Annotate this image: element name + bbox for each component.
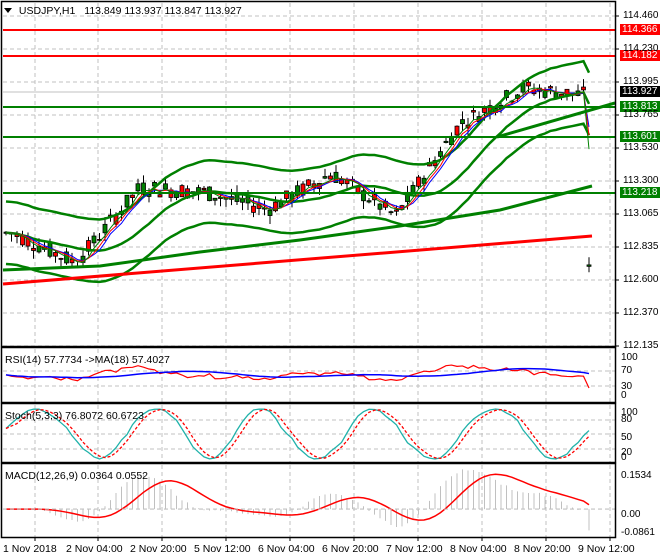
- triangle-down-icon[interactable]: [4, 8, 12, 13]
- stoch-series: [5, 408, 590, 460]
- pane-frames: [0, 0, 619, 541]
- price-tick-label: 112.135: [623, 340, 659, 351]
- rsi-level-0: 0: [621, 390, 627, 401]
- time-axis-label: 8 Nov 20:00: [514, 543, 571, 555]
- rsi-series: [5, 364, 590, 389]
- stoch-level-50: 50: [621, 432, 633, 443]
- rsi-title: RSI(14) 57.7734 ->MA(18) 57.4027: [5, 354, 170, 366]
- time-axis-label: 7 Nov 12:00: [386, 543, 443, 555]
- price-tick-label: 114.230: [623, 43, 659, 54]
- price-tag: 113.927: [620, 86, 660, 97]
- price-tag: 114.182: [620, 50, 660, 61]
- price-tick-label: 113.765: [623, 109, 659, 120]
- stoch-level-80: 80: [621, 414, 633, 425]
- macd-level-zero: 0.00: [621, 509, 641, 520]
- rsi-level-30: 30: [621, 381, 633, 392]
- price-tag: 114.366: [620, 24, 660, 35]
- price-tag: 113.601: [620, 131, 660, 142]
- price-series: [2, 59, 616, 286]
- price-tag: 113.218: [620, 187, 660, 198]
- chart-header: USDJPY,H1 113.849 113.937 113.847 113.92…: [4, 5, 242, 17]
- horizontal-levels: [3, 29, 615, 194]
- price-tick-label: 112.370: [623, 307, 659, 318]
- time-axis-label: 8 Nov 04:00: [450, 543, 507, 555]
- time-axis-label: 5 Nov 12:00: [194, 543, 251, 555]
- stoch-level-0: 0: [621, 452, 627, 463]
- price-tick-label: 113.065: [623, 208, 659, 219]
- time-axis-label: 2 Nov 04:00: [66, 543, 123, 555]
- stoch-title: Stoch(5,3,3) 76.8072 60.6723: [5, 410, 144, 422]
- price-tick-label: 114.460: [623, 10, 659, 21]
- time-axis-label: 6 Nov 04:00: [258, 543, 315, 555]
- rsi-level-70: 70: [621, 365, 633, 376]
- price-tag: 113.813: [620, 101, 660, 112]
- price-tick-label: 113.995: [623, 76, 659, 87]
- time-axis-label: 1 Nov 2018: [3, 543, 57, 555]
- ohlc-values: 113.849 113.937 113.847 113.927: [84, 5, 242, 17]
- stoch-level-20: 20: [621, 447, 633, 458]
- price-tick-label: 113.300: [623, 175, 659, 186]
- time-axis-label: 6 Nov 20:00: [322, 543, 379, 555]
- macd-series: [3, 469, 615, 531]
- time-axis-label: 9 Nov 12:00: [578, 543, 635, 555]
- macd-level-max: 0.1534: [621, 470, 652, 481]
- price-tick-label: 112.835: [623, 241, 659, 252]
- price-tick-label: 112.600: [623, 274, 659, 285]
- macd-level-min: -0.0861: [621, 527, 655, 538]
- rsi-level-100: 100: [621, 352, 638, 363]
- time-axis-label: 2 Nov 20:00: [130, 543, 187, 555]
- symbol-label: USDJPY,H1: [18, 5, 76, 17]
- price-tick-label: 113.530: [623, 142, 659, 153]
- stoch-level-100: 100: [621, 407, 638, 418]
- macd-title: MACD(12,26,9) 0.0364 0.0552: [5, 470, 149, 482]
